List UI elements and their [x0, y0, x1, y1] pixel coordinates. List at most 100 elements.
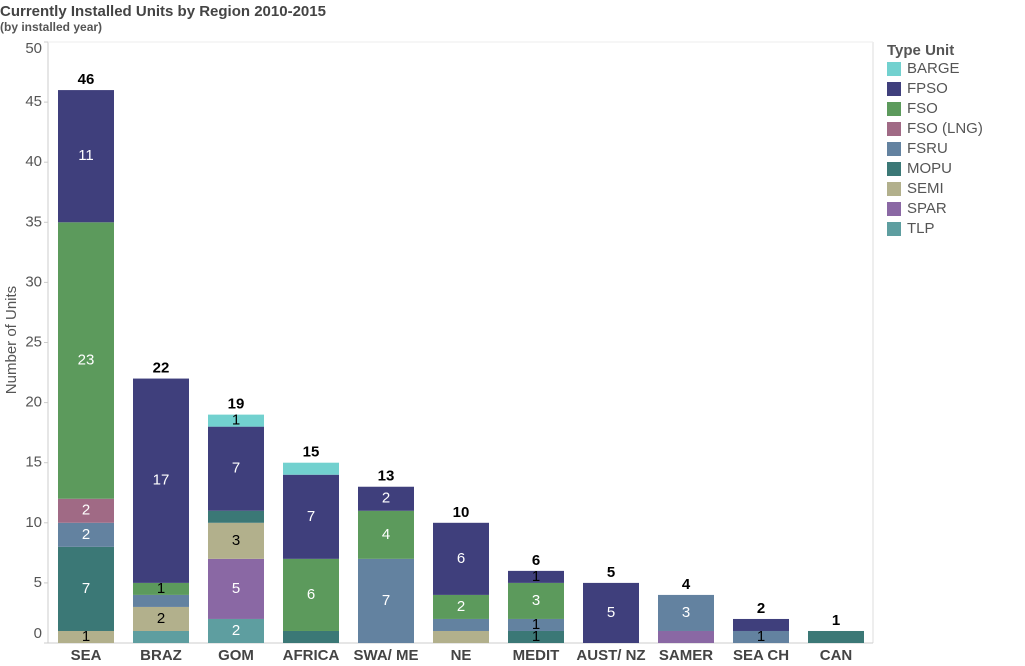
bar-segment [508, 630, 564, 643]
y-tick-label: 20 [25, 394, 42, 411]
bar-segment [208, 618, 264, 643]
x-tick-label: NE [451, 647, 472, 664]
bar-segment [733, 630, 789, 643]
total-label: 15 [303, 444, 320, 461]
bar-segment [433, 522, 489, 595]
legend-swatch [887, 82, 901, 96]
total-label: 4 [682, 576, 691, 593]
y-tick-label: 10 [25, 514, 42, 531]
y-tick-label: 25 [25, 333, 42, 350]
y-axis-label: Number of Units [3, 286, 20, 394]
chart-subtitle: (by installed year) [0, 20, 102, 34]
legend-swatch [887, 102, 901, 116]
segment-label: 2 [457, 598, 465, 615]
segment-label: 1 [532, 616, 540, 633]
x-tick-label: AUST/ NZ [576, 647, 645, 664]
total-label: 2 [757, 600, 765, 617]
segment-label: 1 [757, 628, 765, 645]
legend-label: TLP [907, 220, 935, 237]
bar-segment [58, 90, 114, 223]
segment-label: 11 [78, 147, 94, 164]
bar-segment [283, 474, 339, 559]
segment-label: 4 [382, 526, 390, 543]
bar-segment [208, 522, 264, 559]
segment-label: 6 [457, 550, 465, 567]
segment-label: 5 [232, 580, 240, 597]
y-tick-label: 0 [34, 625, 42, 642]
bar-segment [208, 558, 264, 619]
legend-label: FPSO [907, 80, 948, 97]
total-label: 13 [378, 468, 395, 485]
bar-segment [508, 582, 564, 619]
total-label: 46 [78, 71, 95, 88]
segment-label: 2 [232, 622, 240, 639]
bar-segment [283, 630, 339, 643]
y-tick-label: 40 [25, 153, 42, 170]
bar-segment [433, 594, 489, 619]
legend-swatch [887, 182, 901, 196]
bar-segment [58, 222, 114, 499]
total-label: 6 [532, 552, 540, 569]
y-tick-label: 50 [25, 40, 42, 57]
x-tick-label: SAMER [659, 647, 713, 664]
bar-segment [808, 630, 864, 643]
legend-swatch [887, 122, 901, 136]
legend-swatch [887, 222, 901, 236]
y-tick-label: 30 [25, 273, 42, 290]
total-label: 10 [453, 504, 470, 521]
y-tick-label: 15 [25, 454, 42, 471]
segment-label: 3 [232, 532, 240, 549]
x-tick-label: BRAZ [140, 647, 182, 664]
segment-label: 7 [307, 508, 315, 525]
bar-segment [283, 462, 339, 475]
x-tick-label: CAN [820, 647, 853, 664]
bar-segment [433, 618, 489, 631]
segment-label: 1 [157, 580, 165, 597]
bar-segment [658, 594, 714, 631]
legend-swatch [887, 142, 901, 156]
legend-label: FSO [907, 100, 938, 117]
bar-segment [658, 630, 714, 643]
legend-swatch [887, 162, 901, 176]
segment-label: 1 [532, 628, 540, 645]
segment-label: 1 [232, 412, 240, 429]
segment-label: 17 [153, 472, 170, 489]
segment-label: 7 [82, 580, 90, 597]
bar-segment [358, 486, 414, 511]
segment-label: 23 [78, 351, 95, 368]
segment-label: 7 [382, 592, 390, 609]
legend-label: SPAR [907, 200, 947, 217]
bar-segment [58, 522, 114, 547]
x-tick-label: GOM [218, 647, 254, 664]
segment-label: 2 [157, 610, 165, 627]
bar-segment [133, 606, 189, 631]
bar-segment [358, 558, 414, 643]
y-tick-label: 5 [34, 574, 42, 591]
total-label: 5 [607, 564, 615, 581]
legend-swatch [887, 202, 901, 216]
x-tick-label: SWA/ ME [353, 647, 418, 664]
legend-swatch [887, 62, 901, 76]
bar-segment [358, 510, 414, 559]
segment-label: 2 [382, 490, 390, 507]
bar-segment [583, 582, 639, 643]
x-tick-label: SEA [71, 647, 102, 664]
segment-label: 2 [82, 502, 90, 519]
bar-segment [508, 570, 564, 583]
total-label: 1 [832, 612, 840, 629]
bar-segment [133, 594, 189, 607]
y-tick-label: 45 [25, 93, 42, 110]
bar-segment [58, 630, 114, 643]
bar-segment [433, 630, 489, 643]
x-tick-label: SEA CH [733, 647, 789, 664]
segment-label: 2 [82, 526, 90, 543]
segment-label: 6 [307, 586, 315, 603]
bar-segment [58, 546, 114, 631]
bar-segment [733, 618, 789, 631]
x-tick-label: MEDIT [513, 647, 560, 664]
bar-segment [133, 630, 189, 643]
x-tick-label: AFRICA [283, 647, 340, 664]
legend-label: MOPU [907, 160, 952, 177]
legend-title: Type Unit [887, 42, 954, 59]
